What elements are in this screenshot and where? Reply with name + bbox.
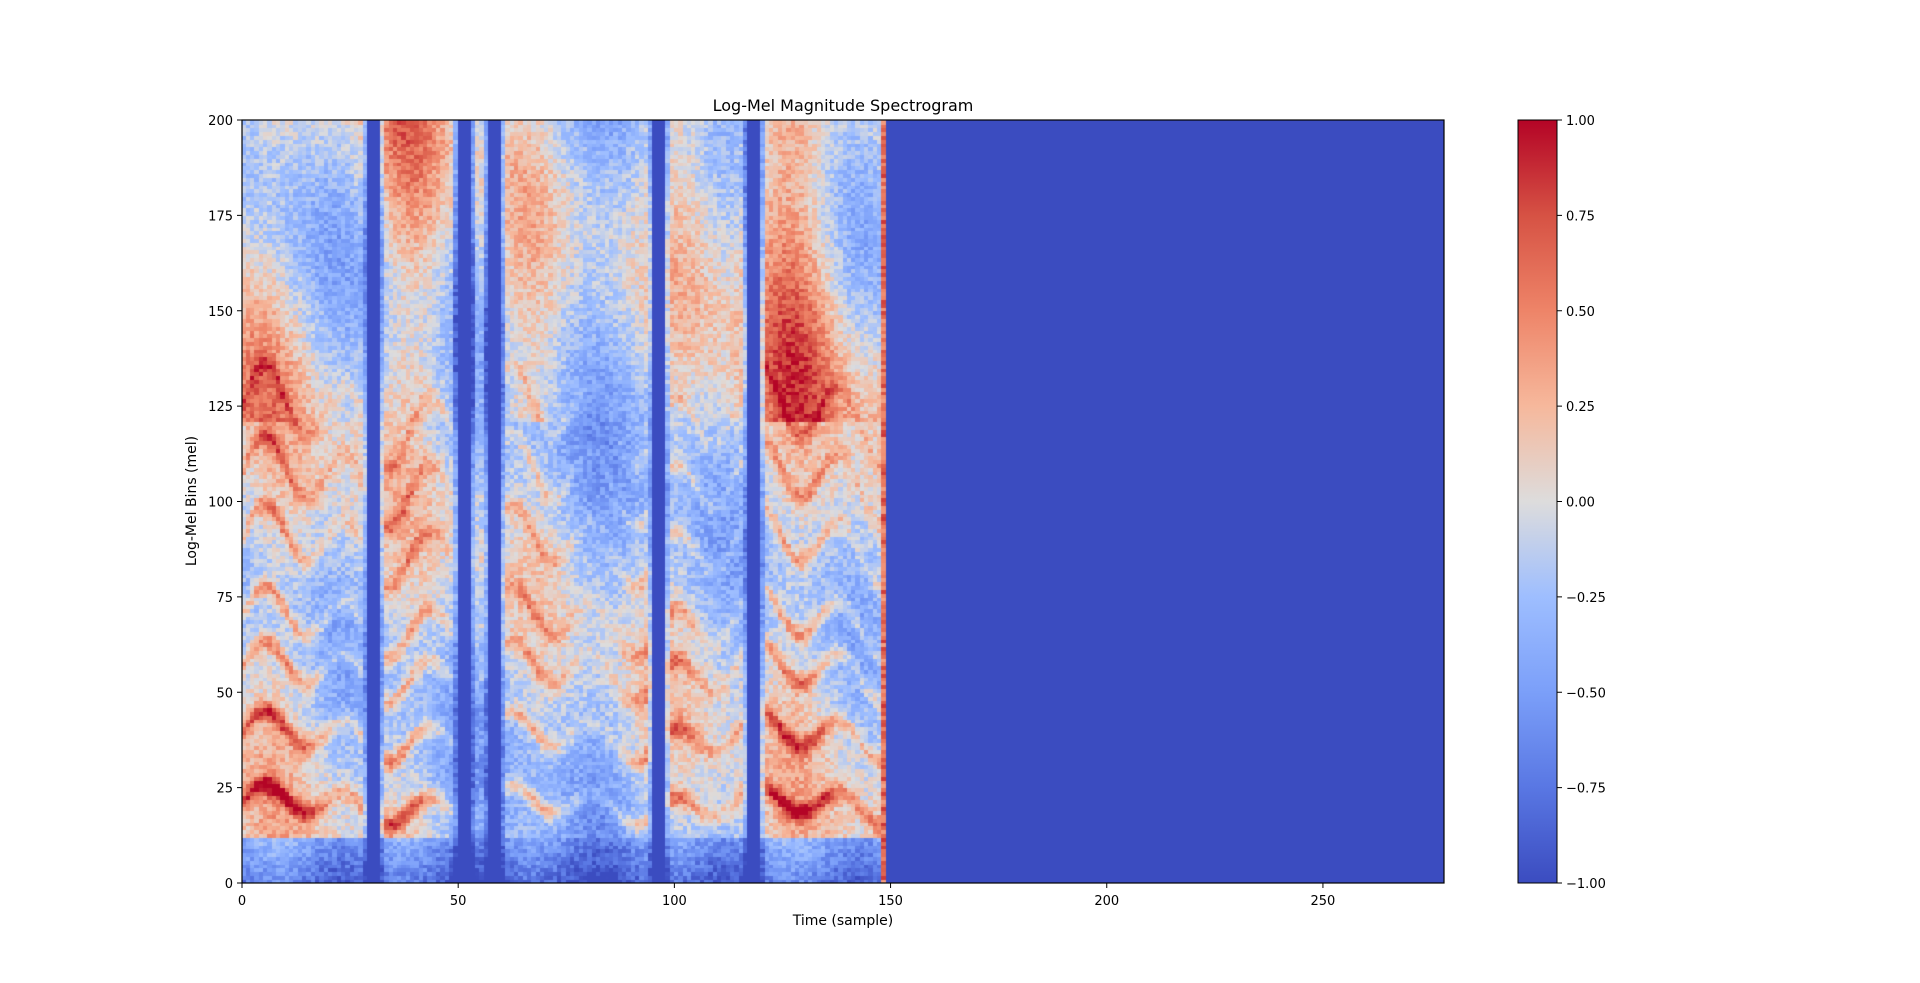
chart-title: Log-Mel Magnitude Spectrogram (713, 96, 974, 115)
x-tick-label: 150 (878, 894, 903, 909)
colorbar-tick-label: −1.00 (1566, 877, 1606, 892)
colorbar-tick-label: −0.50 (1566, 686, 1606, 701)
colorbar-tick-label: −0.25 (1566, 591, 1606, 606)
x-tick-label: 200 (1094, 894, 1119, 909)
y-tick-label: 125 (208, 400, 233, 415)
colorbar (1517, 119, 1558, 884)
y-tick-label: 200 (208, 114, 233, 129)
colorbar-tick-label: 0.00 (1566, 496, 1595, 511)
x-tick-label: 50 (450, 894, 467, 909)
x-axis-ticks: 0 50 100 150 200 250 (238, 883, 1335, 909)
heatmap-canvas (242, 120, 1444, 883)
x-axis-label: Time (sample) (792, 913, 894, 929)
x-tick-label: 0 (238, 894, 246, 909)
colorbar-tick-label: −0.75 (1566, 782, 1606, 797)
colorbar-ticks: −1.00 −0.75 −0.50 −0.25 0.00 0.25 0.50 0.75 1.00 (1557, 114, 1606, 892)
y-tick-label: 100 (208, 496, 233, 511)
heatmap-region (242, 120, 1444, 883)
y-tick-label: 150 (208, 305, 233, 320)
y-tick-label: 50 (216, 686, 233, 701)
colorbar-tick-label: 1.00 (1566, 114, 1595, 129)
y-tick-label: 25 (216, 782, 233, 797)
colorbar-tick-label: 0.50 (1566, 305, 1595, 320)
y-tick-label: 175 (208, 209, 233, 224)
colorbar-tick-label: 0.25 (1566, 400, 1595, 415)
x-tick-label: 250 (1311, 894, 1336, 909)
y-tick-label: 0 (225, 877, 233, 892)
colorbar-tick-label: 0.75 (1566, 209, 1595, 224)
y-axis-ticks: 0 25 50 75 100 125 150 175 200 (208, 114, 242, 892)
y-tick-label: 75 (216, 591, 233, 606)
x-tick-label: 100 (662, 894, 687, 909)
y-axis-label: Log-Mel Bins (mel) (184, 436, 200, 566)
